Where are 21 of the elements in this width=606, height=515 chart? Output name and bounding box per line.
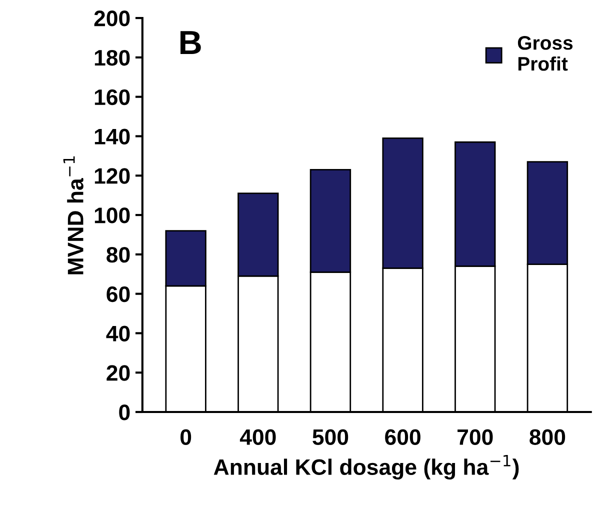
y-tick-label: 100 — [94, 208, 130, 224]
y-tick-label: 40 — [106, 326, 130, 342]
x-tick-label: 800 — [530, 429, 566, 445]
y-tick-label: 60 — [106, 286, 130, 302]
x-tick-label: 500 — [312, 429, 348, 445]
y-tick-label: 140 — [94, 128, 130, 144]
chart-title: B — [180, 31, 201, 54]
y-tick-label: 20 — [106, 365, 130, 381]
x-tick-label: 0 — [180, 429, 192, 445]
x-tick-label: 700 — [458, 429, 493, 445]
x-tick-label: 400 — [240, 429, 276, 445]
y-tick-label: 200 — [94, 10, 130, 26]
y-axis-title: MVND ha$^{−1}$ — [63, 156, 84, 274]
x-axis-title: Annual KCl dosage (kg ha$^{−1}$) — [214, 454, 519, 480]
y-tick-label: 0 — [119, 404, 130, 420]
y-tick-label: 180 — [94, 50, 130, 66]
x-tick-label: 600 — [385, 429, 420, 445]
y-tick-label: 160 — [94, 89, 130, 106]
y-tick-label: 120 — [94, 168, 130, 184]
legend-label: Gross Profit — [518, 36, 573, 71]
y-tick-label: 80 — [106, 246, 130, 263]
